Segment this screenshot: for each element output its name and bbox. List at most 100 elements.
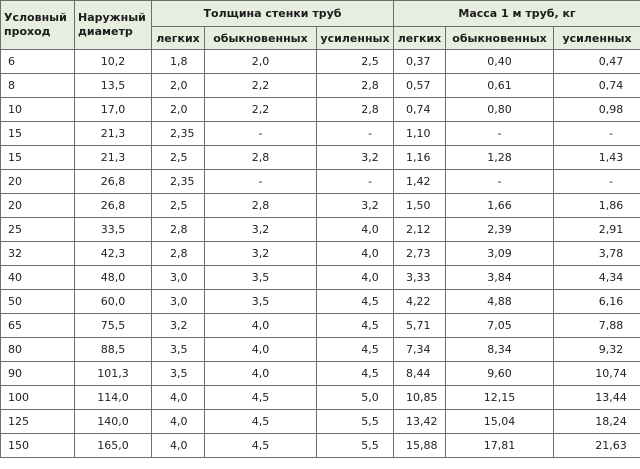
table-row: 6 10,2 1,8 2,0 2,5 0,37 0,40 0,47 — [0, 49, 640, 74]
outer-diameter-cell: 33,5 — [74, 217, 152, 242]
wall-light-cell: 4,0 — [151, 409, 205, 434]
wall-ordinary-cell: - — [204, 169, 317, 194]
header-nominal-bore: Условный проход — [0, 0, 75, 50]
mass-reinforced-cell: 1,43 — [553, 145, 640, 170]
wall-ordinary-cell: 4,5 — [204, 385, 317, 410]
table-row: 20 26,8 2,35- -1,42- - — [0, 169, 640, 194]
wall-light-cell: 2,35 — [151, 121, 205, 146]
outer-diameter-cell: 26,8 — [74, 193, 152, 218]
mass-ordinary-cell: 3,09 — [445, 241, 555, 266]
nominal-bore-cell: 20 — [0, 193, 75, 218]
mass-light-cell: 5,71 — [393, 313, 447, 338]
wall-reinforced-cell: - — [315, 169, 395, 194]
nominal-bore-cell: 8 — [0, 73, 75, 98]
header-wall-ordinary: обыкновенных — [204, 26, 317, 50]
header-wall-light: легких — [151, 26, 205, 50]
table-row: 65 75,5 3,2 4,0 4,5 5,71 7,05 7,88 — [0, 313, 640, 338]
outer-diameter-cell: 13,5 — [74, 73, 152, 98]
table-row: 40 48,0 3,0 3,5 4,0 3,33 3,84 4,34 — [0, 265, 640, 290]
mass-light-cell: 1,10 — [393, 121, 447, 146]
nominal-bore-cell: 40 — [0, 265, 75, 290]
mass-ordinary-cell: - — [445, 169, 555, 194]
header-mass-per-meter: Масса 1 м труб, кг — [393, 0, 640, 27]
wall-light-cell: 3,0 — [151, 265, 205, 290]
outer-diameter-cell: 48,0 — [74, 265, 152, 290]
outer-diameter-cell: 21,3 — [74, 121, 152, 146]
outer-diameter-cell: 165,0 — [74, 433, 152, 458]
table-row: 150 165,0 4,0 4,5 5,5 15,88 17,81 21,63 — [0, 433, 640, 458]
nominal-bore-cell: 100 — [0, 385, 75, 410]
mass-ordinary-cell: 12,15 — [445, 385, 555, 410]
wall-ordinary-cell: 4,5 — [204, 433, 317, 458]
wall-light-cell: 3,5 — [151, 361, 205, 386]
wall-light-cell: 3,0 — [151, 289, 205, 314]
nominal-bore-cell: 25 — [0, 217, 75, 242]
mass-ordinary-cell: 17,81 — [445, 433, 555, 458]
mass-reinforced-cell: 0,47 — [553, 49, 640, 74]
wall-light-cell: 2,8 — [151, 241, 205, 266]
table-row: 80 88,5 3,5 4,0 4,5 7,34 8,34 9,32 — [0, 337, 640, 362]
wall-ordinary-cell: 3,2 — [204, 217, 317, 242]
header-mass-ordinary: обыкновенных — [445, 26, 555, 50]
mass-reinforced-cell: 4,34 — [553, 265, 640, 290]
outer-diameter-cell: 60,0 — [74, 289, 152, 314]
table-row: 32 42,3 2,8 3,2 4,0 2,73 3,09 3,78 — [0, 241, 640, 266]
nominal-bore-cell: 15 — [0, 145, 75, 170]
nominal-bore-cell: 90 — [0, 361, 75, 386]
mass-reinforced-cell: - — [553, 121, 640, 146]
wall-ordinary-cell: 2,8 — [204, 145, 317, 170]
mass-reinforced-cell: 21,63 — [553, 433, 640, 458]
nominal-bore-cell: 6 — [0, 49, 75, 74]
header-row-sub: легких обыкновенных усиленных легких обы… — [1, 26, 640, 50]
mass-reinforced-cell: 13,44 — [553, 385, 640, 410]
mass-ordinary-cell: 1,28 — [445, 145, 555, 170]
table-row: 100 114,0 4,0 4,5 5,0 10,85 12,15 13,44 — [0, 385, 640, 410]
mass-ordinary-cell: 15,04 — [445, 409, 555, 434]
mass-ordinary-cell: 3,84 — [445, 265, 555, 290]
mass-reinforced-cell: 10,74 — [553, 361, 640, 386]
table-row: 90 101,3 3,5 4,0 4,5 8,44 9,60 10,74 — [0, 361, 640, 386]
outer-diameter-cell: 21,3 — [74, 145, 152, 170]
wall-ordinary-cell: 2,2 — [204, 73, 317, 98]
outer-diameter-cell: 140,0 — [74, 409, 152, 434]
wall-ordinary-cell: 2,8 — [204, 193, 317, 218]
table-row: 8 13,5 2,0 2,2 2,8 0,57 0,61 0,74 — [0, 73, 640, 98]
outer-diameter-cell: 88,5 — [74, 337, 152, 362]
wall-light-cell: 1,8 — [151, 49, 205, 74]
mass-ordinary-cell: 4,88 — [445, 289, 555, 314]
wall-reinforced-cell: 3,2 — [315, 145, 395, 170]
table-row: 125 140,0 4,0 4,5 5,5 13,42 15,04 18,24 — [0, 409, 640, 434]
mass-ordinary-cell: 1,66 — [445, 193, 555, 218]
wall-ordinary-cell: 2,2 — [204, 97, 317, 122]
outer-diameter-cell: 10,2 — [74, 49, 152, 74]
mass-light-cell: 1,42 — [393, 169, 447, 194]
wall-reinforced-cell: 5,5 — [315, 409, 395, 434]
wall-reinforced-cell: 4,5 — [315, 361, 395, 386]
mass-ordinary-cell: 2,39 — [445, 217, 555, 242]
header-wall-reinforced: усиленных — [315, 26, 395, 50]
nominal-bore-cell: 50 — [0, 289, 75, 314]
mass-light-cell: 10,85 — [393, 385, 447, 410]
wall-reinforced-cell: 3,2 — [315, 193, 395, 218]
pipe-spec-table: Условный проход Наружный диаметр Толщина… — [0, 0, 640, 458]
mass-ordinary-cell: 0,80 — [445, 97, 555, 122]
wall-light-cell: 3,5 — [151, 337, 205, 362]
mass-light-cell: 8,44 — [393, 361, 447, 386]
wall-ordinary-cell: 4,0 — [204, 337, 317, 362]
outer-diameter-cell: 42,3 — [74, 241, 152, 266]
mass-reinforced-cell: 2,91 — [553, 217, 640, 242]
table-header: Условный проход Наружный диаметр Толщина… — [0, 0, 640, 50]
wall-ordinary-cell: 3,5 — [204, 265, 317, 290]
wall-reinforced-cell: 4,5 — [315, 313, 395, 338]
header-outer-diameter: Наружный диаметр — [74, 0, 152, 50]
mass-light-cell: 0,37 — [393, 49, 447, 74]
mass-reinforced-cell: 3,78 — [553, 241, 640, 266]
mass-ordinary-cell: - — [445, 121, 555, 146]
header-wall-thickness: Толщина стенки труб — [150, 0, 395, 27]
wall-reinforced-cell: 4,0 — [315, 241, 395, 266]
mass-reinforced-cell: 7,88 — [553, 313, 640, 338]
wall-reinforced-cell: 4,0 — [315, 217, 395, 242]
outer-diameter-cell: 17,0 — [74, 97, 152, 122]
nominal-bore-cell: 80 — [0, 337, 75, 362]
nominal-bore-cell: 65 — [0, 313, 75, 338]
